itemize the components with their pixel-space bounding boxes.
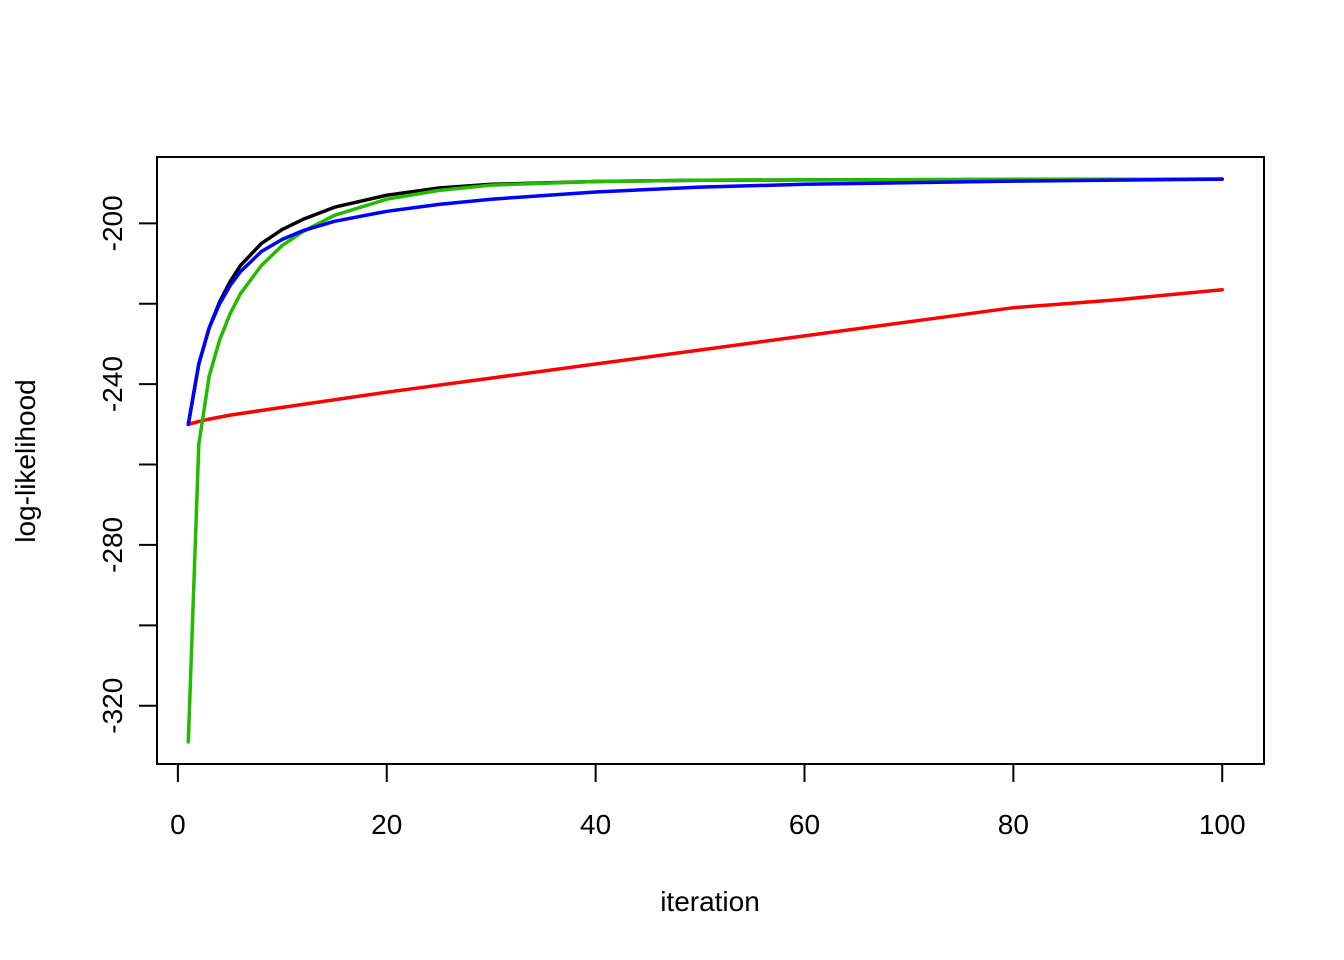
series-line-1 [186, 287, 1224, 427]
series-layer [186, 177, 1224, 744]
x-tick-label: 40 [580, 809, 611, 840]
x-tick-label: 80 [998, 809, 1029, 840]
x-tick-label: 100 [1199, 809, 1246, 840]
y-axis-label: log-likelihood [10, 379, 41, 542]
x-tick-label: 0 [170, 809, 186, 840]
y-tick-label: -320 [97, 678, 128, 734]
series-line-2 [186, 177, 1224, 744]
x-tick-label: 60 [789, 809, 820, 840]
y-tick-label: -240 [97, 356, 128, 412]
y-tick-label: -280 [97, 517, 128, 573]
plot-frame [156, 156, 1265, 765]
x-axis-label: iteration [660, 886, 760, 917]
series-line-0 [186, 177, 1224, 427]
x-axis: 0 20 40 60 80 100 [170, 763, 1246, 840]
y-tick-label: -200 [97, 195, 128, 251]
series-line-3 [186, 177, 1224, 427]
x-tick-label: 20 [371, 809, 402, 840]
y-axis: -320 -280 -240 -200 [97, 195, 158, 734]
